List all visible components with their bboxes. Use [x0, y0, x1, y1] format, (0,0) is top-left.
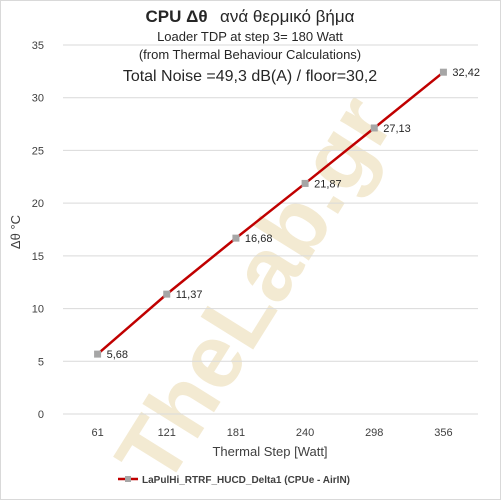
chart-title-bold: CPU Δθ	[146, 7, 208, 26]
data-point	[94, 350, 102, 358]
y-tick-label: 5	[38, 356, 44, 368]
x-tick-label: 121	[158, 427, 176, 439]
gridlines	[63, 44, 478, 415]
y-axis-title: Δθ °C	[8, 215, 23, 249]
chart-title: CPU Δθ ανά θερμικό βήμα	[146, 7, 355, 26]
x-axis-title: Thermal Step [Watt]	[212, 444, 327, 459]
y-tick-label: 10	[32, 304, 44, 316]
series-layer: 5,68 11,37 16,68 21,87 27,13 32,42	[94, 67, 480, 361]
x-tick-label: 61	[91, 427, 103, 439]
data-point	[301, 179, 309, 187]
data-point	[439, 68, 447, 76]
data-label: 11,37	[176, 289, 203, 301]
chart-subtitle-3: Total Noise =49,3 dB(A) / floor=30,2	[123, 68, 377, 85]
data-point	[232, 234, 240, 242]
data-label: 27,13	[383, 123, 411, 135]
legend-label: LaPulHi_RTRF_HUCD_Delta1 (CPUe - AirIN)	[142, 475, 350, 486]
chart-title-rest: ανά θερμικό βήμα	[220, 7, 355, 26]
chart-subtitle-1: Loader TDP at step 3= 180 Watt	[157, 29, 343, 44]
y-tick-label: 35	[32, 40, 44, 52]
data-point	[163, 290, 171, 298]
x-tick-label: 298	[365, 427, 383, 439]
y-tick-label: 0	[38, 409, 44, 421]
y-tick-label: 20	[32, 198, 44, 210]
legend: LaPulHi_RTRF_HUCD_Delta1 (CPUe - AirIN)	[118, 475, 350, 486]
y-tick-label: 15	[32, 251, 44, 263]
x-tick-labels: 61 121 181 240 298 356	[91, 427, 452, 439]
series-line	[96, 71, 445, 356]
x-tick-label: 181	[227, 427, 245, 439]
x-tick-label: 356	[434, 427, 452, 439]
data-label: 16,68	[245, 233, 273, 245]
y-tick-labels: 0 5 10 15 20 25 30 35	[32, 40, 44, 421]
legend-marker-swatch	[125, 476, 131, 482]
data-point	[370, 124, 378, 132]
y-tick-label: 30	[32, 93, 44, 105]
x-tick-label: 240	[296, 427, 314, 439]
data-label: 21,87	[314, 178, 342, 190]
chart-subtitle-2: (from Thermal Behaviour Calculations)	[139, 47, 361, 62]
y-tick-label: 25	[32, 145, 44, 157]
data-label: 32,42	[452, 67, 480, 79]
data-label: 5,68	[107, 349, 128, 361]
